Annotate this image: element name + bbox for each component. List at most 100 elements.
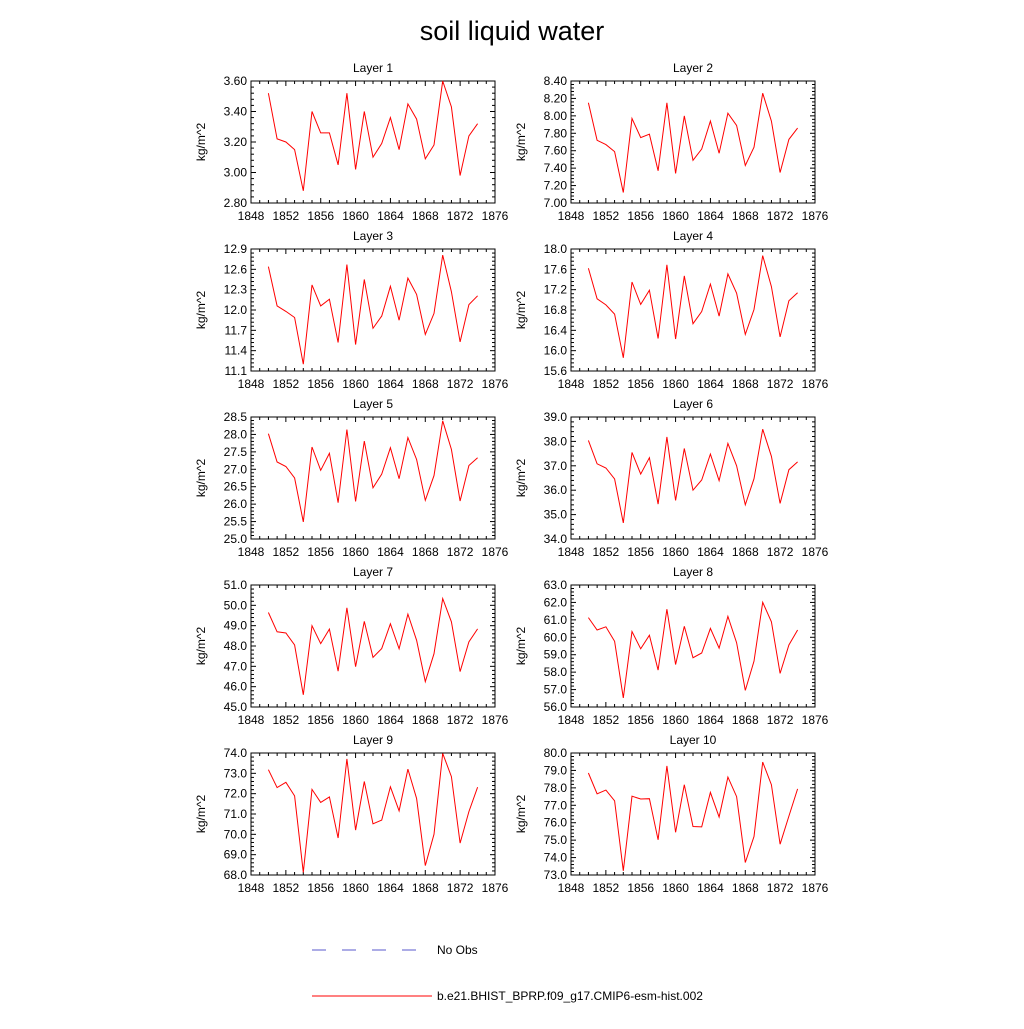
y-axis-label-layer-8: kg/m^2	[514, 627, 528, 666]
chart-panel-layer-10: Layer 10 73.0 74.0 75.0 76.0 77.0 78.0 79.0 80.0…	[514, 733, 829, 895]
y-tick-label: 68.0	[224, 868, 248, 882]
y-tick-label: 46.0	[224, 680, 248, 694]
series-line-layer-8	[587, 600, 799, 698]
y-tick-label: 36.0	[544, 483, 568, 497]
x-tick-label: 1856	[307, 545, 334, 559]
x-tick-label: 1872	[447, 713, 474, 727]
x-tick-label: 1868	[412, 545, 439, 559]
x-tick-label: 1872	[447, 209, 474, 223]
legend-label-no-obs: No Obs	[437, 943, 478, 957]
y-tick-label: 25.0	[224, 532, 248, 546]
series-line-layer-3	[267, 254, 478, 365]
panel-title-layer-4: Layer 4	[673, 229, 713, 243]
y-tick-label: 63.0	[544, 578, 568, 592]
x-tick-label: 1860	[342, 545, 369, 559]
x-tick-label: 1852	[593, 377, 620, 391]
y-tick-label: 11.4	[225, 344, 248, 358]
y-axis-label-layer-6: kg/m^2	[514, 459, 528, 498]
x-tick-label: 1868	[732, 377, 759, 391]
y-tick-label: 73.0	[544, 868, 568, 882]
y-tick-label: 73.0	[224, 766, 248, 780]
y-tick-label: 7.00	[544, 196, 568, 210]
y-tick-label: 71.0	[224, 807, 248, 821]
chart-panel-layer-5: Layer 5 25.0 25.5 26.0 26.5 27.0 27.5 28.0 28.5 1…	[194, 397, 509, 559]
panel-title-layer-9: Layer 9	[353, 733, 393, 747]
x-tick-label: 1848	[238, 377, 265, 391]
x-tick-label: 1876	[482, 881, 509, 895]
x-tick-label: 1856	[627, 377, 654, 391]
series-line-layer-6	[587, 429, 798, 523]
x-tick-label: 1852	[273, 209, 300, 223]
y-tick-label: 51.0	[224, 578, 248, 592]
series-line-layer-4	[587, 255, 798, 358]
x-tick-label: 1868	[732, 209, 759, 223]
x-tick-label: 1864	[377, 713, 404, 727]
x-tick-label: 1848	[238, 209, 265, 223]
series-line-layer-10	[587, 761, 799, 871]
x-tick-label: 1876	[802, 713, 829, 727]
x-tick-label: 1848	[238, 881, 265, 895]
legend: No Obs b.e21.BHIST_BPRP.f09_g17.CMIP6-es…	[312, 943, 703, 1003]
x-tick-label: 1872	[767, 713, 794, 727]
x-tick-label: 1848	[558, 713, 585, 727]
x-tick-label: 1856	[627, 881, 654, 895]
x-tick-label: 1872	[767, 209, 794, 223]
plot-frame-layer-5	[250, 416, 496, 540]
x-tick-label: 1860	[662, 209, 689, 223]
plot-frame-layer-7	[250, 584, 496, 708]
chart-panel-layer-4: Layer 4 15.6 16.0 16.4 16.8 17.2 17.6 18.0 1848 1…	[514, 229, 829, 391]
y-tick-label: 45.0	[224, 700, 248, 714]
y-tick-label: 16.4	[544, 323, 568, 337]
y-tick-label: 69.0	[224, 848, 248, 862]
x-tick-label: 1856	[627, 713, 654, 727]
y-tick-label: 35.0	[544, 508, 568, 522]
y-axis-label-layer-4: kg/m^2	[514, 291, 528, 330]
y-axis-label-layer-2: kg/m^2	[514, 123, 528, 162]
y-tick-label: 57.0	[544, 683, 568, 697]
y-tick-label: 49.0	[224, 619, 248, 633]
y-tick-label: 17.2	[544, 283, 568, 297]
x-tick-label: 1852	[593, 209, 620, 223]
panel-title-layer-8: Layer 8	[673, 565, 713, 579]
y-tick-label: 12.3	[224, 283, 248, 297]
x-tick-label: 1872	[447, 377, 474, 391]
series-line-layer-9	[267, 753, 479, 873]
y-tick-label: 7.80	[544, 126, 568, 140]
x-tick-label: 1876	[802, 881, 829, 895]
x-tick-label: 1868	[732, 713, 759, 727]
x-tick-label: 1872	[767, 377, 794, 391]
y-tick-label: 26.5	[224, 480, 248, 494]
y-tick-label: 50.0	[224, 598, 248, 612]
y-tick-label: 72.0	[224, 787, 248, 801]
y-tick-label: 27.0	[224, 462, 248, 476]
y-tick-label: 78.0	[544, 781, 568, 795]
y-tick-label: 25.5	[224, 515, 248, 529]
y-tick-label: 39.0	[544, 410, 568, 424]
y-tick-label: 12.9	[224, 242, 248, 256]
y-tick-label: 28.0	[224, 427, 248, 441]
y-tick-label: 79.0	[544, 763, 568, 777]
chart-panel-layer-8: Layer 8 56.0 57.0 58.0 59.0 60.0 61.0 62.0 63.0 1…	[514, 565, 829, 727]
panel-title-layer-3: Layer 3	[353, 229, 393, 243]
y-tick-label: 11.7	[225, 323, 248, 337]
x-tick-label: 1872	[447, 881, 474, 895]
x-tick-label: 1856	[307, 881, 334, 895]
x-tick-label: 1876	[482, 713, 509, 727]
x-tick-label: 1876	[482, 545, 509, 559]
y-tick-label: 3.00	[224, 166, 248, 180]
y-tick-label: 38.0	[544, 434, 568, 448]
x-tick-label: 1868	[412, 209, 439, 223]
y-tick-label: 8.20	[544, 91, 568, 105]
x-tick-label: 1868	[732, 881, 759, 895]
y-axis-label-layer-10: kg/m^2	[514, 795, 528, 834]
y-tick-label: 80.0	[544, 746, 568, 760]
x-tick-label: 1864	[377, 545, 404, 559]
y-tick-label: 58.0	[544, 665, 568, 679]
x-tick-label: 1852	[593, 545, 620, 559]
y-tick-label: 16.8	[544, 303, 568, 317]
y-tick-label: 17.6	[544, 262, 568, 276]
legend-entry-no-obs: No Obs	[312, 943, 478, 957]
x-tick-label: 1864	[377, 881, 404, 895]
x-tick-label: 1856	[307, 209, 334, 223]
